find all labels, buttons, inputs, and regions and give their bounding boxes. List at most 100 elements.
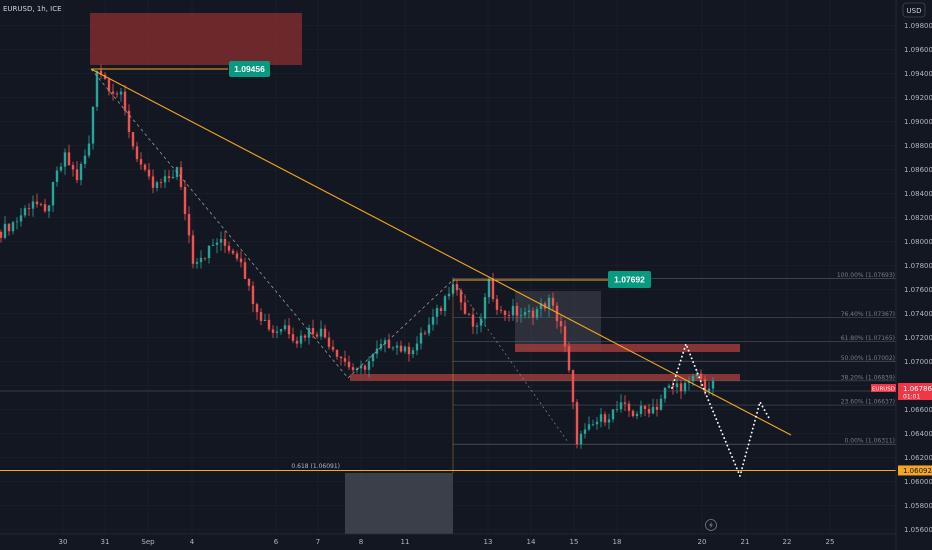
candle-body — [439, 308, 443, 312]
candle-body — [635, 413, 639, 417]
candle-body — [463, 302, 467, 314]
candle-body — [263, 319, 267, 321]
candle-body — [615, 409, 619, 411]
candle-body — [151, 176, 155, 188]
candle-body — [555, 305, 559, 322]
candle-body — [571, 370, 575, 403]
x-tick-label: 20 — [698, 538, 707, 546]
candle-body — [443, 296, 447, 312]
fib-level-label: 50.00% (1.07002) — [841, 355, 895, 362]
candle-body — [299, 335, 303, 344]
candle-body — [395, 345, 399, 348]
candle-body — [415, 343, 419, 351]
resistance-zone — [515, 344, 740, 352]
candle-body — [527, 310, 531, 313]
candle-body — [631, 410, 635, 417]
candle-body — [35, 201, 39, 205]
lightning-icon[interactable] — [705, 519, 717, 531]
candle-body — [619, 402, 623, 410]
candle-body — [359, 365, 363, 369]
y-tick-label: 1.09600 — [904, 46, 932, 54]
candle-body — [291, 334, 295, 341]
y-tick-label: 1.08600 — [904, 166, 932, 174]
y-tick-label: 1.07000 — [904, 358, 932, 366]
x-tick-label: Sep — [141, 538, 155, 546]
y-tick-label: 1.07800 — [904, 262, 932, 270]
candle-body — [679, 383, 683, 392]
candle-body — [683, 382, 687, 392]
candle-body — [587, 424, 591, 430]
y-tick-label: 1.06200 — [904, 454, 932, 462]
y-tick-label: 1.08800 — [904, 142, 932, 150]
candle-body — [563, 326, 567, 347]
fib-level-label: 76.40% (1.07367) — [841, 311, 895, 318]
candle-body — [99, 70, 103, 75]
candle-body — [399, 345, 403, 352]
candle-body — [247, 278, 251, 286]
y-tick-label: 1.08200 — [904, 214, 932, 222]
candle-body — [339, 356, 343, 359]
candle-body — [343, 358, 347, 362]
fib-level-label: 23.60% (1.06637) — [841, 399, 895, 406]
candle-body — [7, 223, 11, 232]
candle-body — [75, 169, 79, 181]
candle-body — [519, 315, 523, 316]
candle-body — [275, 331, 279, 333]
y-tick-label: 1.05600 — [904, 526, 932, 534]
candle-body — [335, 349, 339, 357]
support-zone — [350, 374, 740, 381]
candle-body — [159, 182, 163, 184]
candle-body — [351, 367, 355, 371]
candle-body — [95, 70, 99, 107]
candle-body — [139, 159, 143, 165]
current-price-bg — [898, 383, 932, 400]
candle-body — [475, 325, 479, 327]
candle-body — [183, 186, 187, 215]
candle-body — [651, 406, 655, 414]
candle-body — [235, 253, 239, 259]
x-tick-label: 14 — [527, 538, 536, 546]
candle-body — [391, 347, 395, 349]
candle-body — [143, 164, 147, 170]
current-symbol-bg — [871, 384, 896, 392]
candle-body — [559, 321, 563, 327]
candle-body — [539, 303, 543, 310]
candle-body — [627, 403, 631, 411]
candle-body — [471, 314, 475, 327]
candle-body — [103, 74, 107, 80]
candle-body — [503, 310, 507, 316]
candle-body — [87, 143, 91, 156]
candle-body — [611, 409, 615, 420]
candle-body — [659, 398, 663, 410]
candle-body — [495, 299, 499, 310]
high-price-marker: 1.09456 — [229, 61, 270, 77]
y-tick-label: 1.06400 — [904, 430, 932, 438]
candle-body — [191, 235, 195, 264]
candle-body — [695, 373, 699, 376]
x-tick-label: 15 — [570, 538, 579, 546]
x-tick-label: 21 — [741, 538, 750, 546]
y-tick-label: 1.09400 — [904, 70, 932, 78]
swing-high-price-marker: 1.07692 — [608, 271, 651, 288]
candle-body — [167, 176, 171, 179]
currency-button[interactable]: USD — [902, 2, 926, 18]
candle-body — [271, 329, 275, 333]
candle-body — [383, 340, 387, 345]
candle-body — [91, 106, 95, 144]
candle-body — [675, 383, 679, 388]
main-trendline — [90, 68, 792, 436]
x-tick-label: 25 — [826, 538, 835, 546]
candle-body — [499, 309, 503, 311]
y-tick-label: 1.06000 — [904, 478, 932, 486]
candle-body — [403, 346, 407, 352]
candle-body — [459, 290, 463, 303]
y-tick-label: 1.09000 — [904, 118, 932, 126]
current-price-text: 1.06786 — [903, 385, 932, 393]
fib-level-label: 61.80% (1.07165) — [841, 335, 895, 342]
candle-body — [431, 316, 435, 325]
candle-body — [207, 245, 211, 259]
candle-body — [83, 155, 87, 164]
fib-level-label: 38.20% (1.06839) — [841, 374, 895, 381]
y-tick-label: 1.08000 — [904, 238, 932, 246]
